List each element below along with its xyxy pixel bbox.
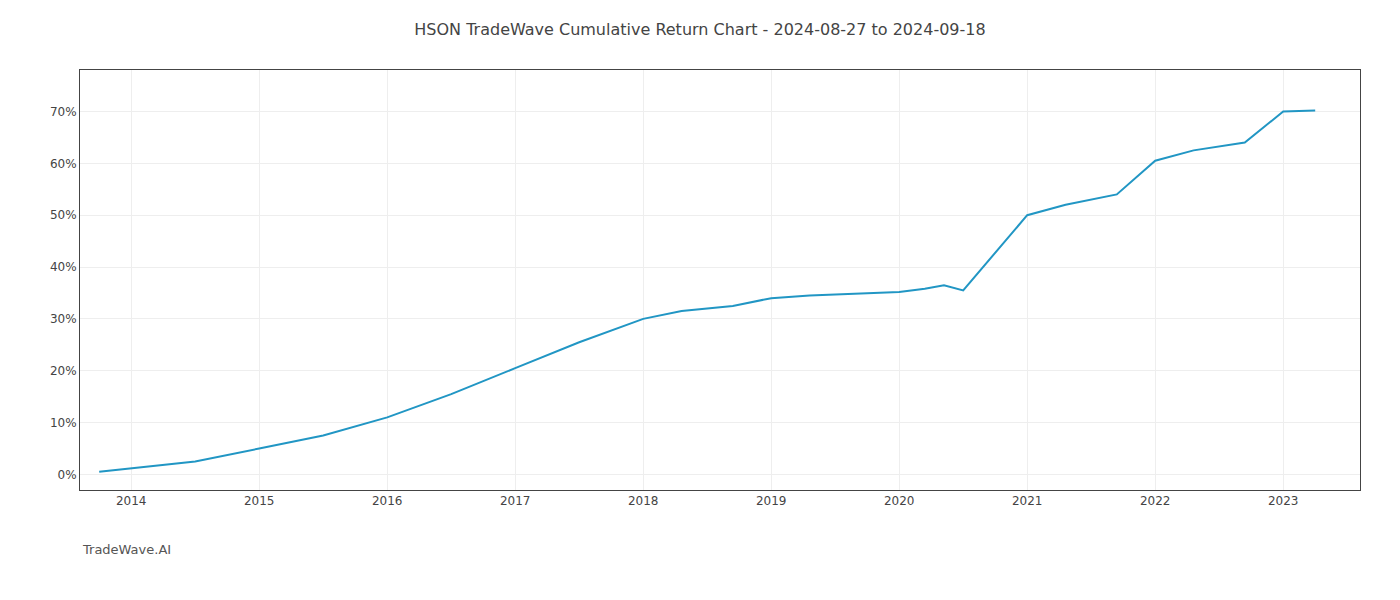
svg-text:2023: 2023 bbox=[1268, 494, 1299, 508]
svg-text:2016: 2016 bbox=[372, 494, 403, 508]
svg-text:0%: 0% bbox=[58, 468, 77, 482]
svg-text:10%: 10% bbox=[50, 416, 77, 430]
svg-text:30%: 30% bbox=[50, 312, 77, 326]
svg-text:70%: 70% bbox=[50, 105, 77, 119]
svg-text:50%: 50% bbox=[50, 208, 77, 222]
svg-text:40%: 40% bbox=[50, 260, 77, 274]
svg-text:HSON TradeWave Cumulative Retu: HSON TradeWave Cumulative Return Chart -… bbox=[414, 20, 985, 39]
svg-text:2015: 2015 bbox=[244, 494, 275, 508]
svg-text:2018: 2018 bbox=[628, 494, 659, 508]
svg-text:20%: 20% bbox=[50, 364, 77, 378]
svg-text:TradeWave.AI: TradeWave.AI bbox=[82, 542, 171, 557]
svg-text:2020: 2020 bbox=[884, 494, 915, 508]
svg-text:2019: 2019 bbox=[756, 494, 787, 508]
svg-text:2022: 2022 bbox=[1140, 494, 1171, 508]
svg-text:2014: 2014 bbox=[116, 494, 147, 508]
svg-text:2021: 2021 bbox=[1012, 494, 1043, 508]
svg-text:60%: 60% bbox=[50, 157, 77, 171]
svg-text:2017: 2017 bbox=[500, 494, 531, 508]
